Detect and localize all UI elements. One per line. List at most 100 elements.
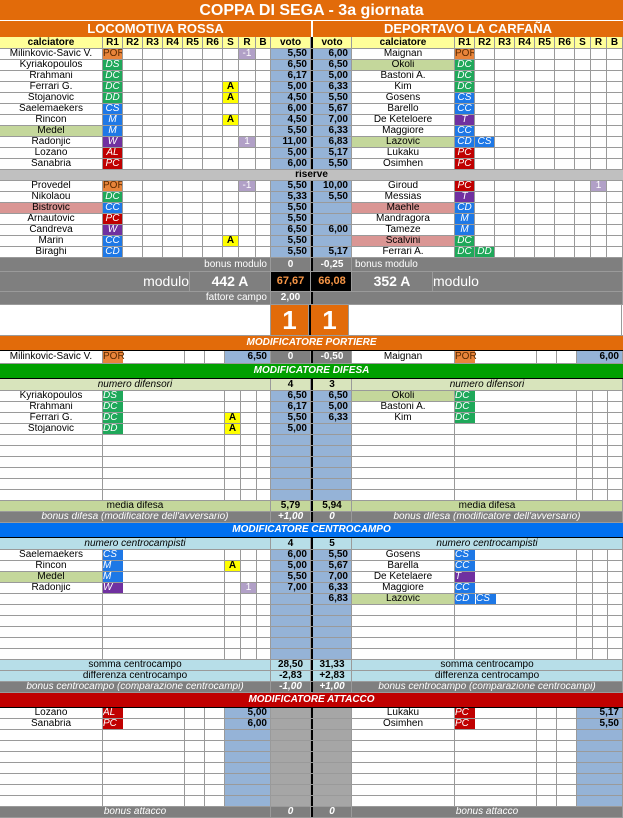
- player-name[interactable]: [352, 446, 455, 456]
- player-name[interactable]: [0, 752, 103, 762]
- player-name[interactable]: Bastoni A.: [352, 71, 455, 81]
- player-name[interactable]: Maignan: [352, 49, 455, 59]
- player-name[interactable]: Rincon: [0, 561, 103, 571]
- player-name[interactable]: [0, 627, 103, 637]
- player-name[interactable]: Saelemaekers: [0, 104, 103, 114]
- player-name[interactable]: [352, 638, 455, 648]
- player-name[interactable]: Candreva: [0, 225, 103, 235]
- player-name[interactable]: [352, 785, 455, 795]
- player-name[interactable]: Rrahmani: [0, 71, 103, 81]
- player-name[interactable]: Rrahmani: [0, 402, 103, 412]
- player-name[interactable]: Lazovic: [352, 594, 455, 604]
- player-name[interactable]: Maehle: [352, 203, 455, 213]
- player-name[interactable]: Gosens: [352, 550, 455, 560]
- player-name[interactable]: [352, 616, 455, 626]
- player-name[interactable]: Arnautovic: [0, 214, 103, 224]
- player-name[interactable]: Gosens: [352, 93, 455, 103]
- player-name[interactable]: Kim: [352, 82, 455, 92]
- player-name[interactable]: [0, 435, 103, 445]
- s-cell: [225, 649, 241, 659]
- player-name[interactable]: [0, 763, 103, 773]
- player-name[interactable]: Milinkovic-Savic V.: [0, 49, 103, 59]
- player-name[interactable]: De Ketelaere: [352, 572, 455, 582]
- player-name[interactable]: [0, 774, 103, 784]
- player-name[interactable]: Kyriakopoulos: [0, 60, 103, 70]
- player-name[interactable]: Radonjic: [0, 583, 103, 593]
- player-name[interactable]: Rincon: [0, 115, 103, 125]
- player-name[interactable]: Okoli: [352, 60, 455, 70]
- player-name[interactable]: [352, 730, 455, 740]
- player-name[interactable]: [352, 424, 455, 434]
- player-name[interactable]: Ferrari A.: [352, 247, 455, 257]
- player-name[interactable]: Barella: [352, 561, 455, 571]
- player-name[interactable]: [352, 479, 455, 489]
- player-name[interactable]: Medel: [0, 126, 103, 136]
- player-name[interactable]: [0, 796, 103, 806]
- player-name[interactable]: [352, 649, 455, 659]
- player-name[interactable]: Maggiore: [352, 126, 455, 136]
- player-name[interactable]: Biraghi: [0, 247, 103, 257]
- player-name[interactable]: [352, 752, 455, 762]
- s-cell: [575, 71, 591, 81]
- player-name[interactable]: [0, 741, 103, 751]
- player-name[interactable]: [0, 730, 103, 740]
- player-name[interactable]: [0, 594, 103, 604]
- player-name[interactable]: Lazovic: [352, 137, 455, 147]
- player-name[interactable]: Stojanovic: [0, 93, 103, 103]
- player-name[interactable]: [352, 774, 455, 784]
- player-name[interactable]: Lukaku: [352, 148, 455, 158]
- player-name[interactable]: Osimhen: [352, 719, 455, 729]
- player-name[interactable]: [0, 468, 103, 478]
- player-name[interactable]: [352, 468, 455, 478]
- player-name[interactable]: [0, 490, 103, 500]
- player-name[interactable]: Lozano: [0, 148, 103, 158]
- player-name[interactable]: Bastoni A.: [352, 402, 455, 412]
- player-name[interactable]: Giroud: [352, 181, 455, 191]
- player-name[interactable]: Bistrovic: [0, 203, 103, 213]
- player-name[interactable]: Milinkovic-Savic V.: [0, 351, 103, 363]
- player-name[interactable]: [352, 627, 455, 637]
- player-name[interactable]: [0, 649, 103, 659]
- player-name[interactable]: [0, 446, 103, 456]
- player-name[interactable]: [0, 457, 103, 467]
- player-name[interactable]: Medel: [0, 572, 103, 582]
- player-name[interactable]: Sanabria: [0, 719, 103, 729]
- player-name[interactable]: Scalvini: [352, 236, 455, 246]
- player-name[interactable]: Sanabria: [0, 159, 103, 169]
- player-name[interactable]: Radonjic: [0, 137, 103, 147]
- player-name[interactable]: [352, 605, 455, 615]
- player-name[interactable]: Stojanovic: [0, 424, 103, 434]
- player-name[interactable]: [0, 638, 103, 648]
- player-name[interactable]: Lozano: [0, 708, 103, 718]
- player-name[interactable]: Maggiore: [352, 583, 455, 593]
- player-name[interactable]: Ferrari G.: [0, 82, 103, 92]
- player-name[interactable]: Ferrari G.: [0, 413, 103, 423]
- player-name[interactable]: De Keteloere: [352, 115, 455, 125]
- player-name[interactable]: Provedel: [0, 181, 103, 191]
- player-name[interactable]: Barello: [352, 104, 455, 114]
- player-name[interactable]: [0, 605, 103, 615]
- player-name[interactable]: Lukaku: [352, 708, 455, 718]
- player-name[interactable]: Tameze: [352, 225, 455, 235]
- player-name[interactable]: [352, 435, 455, 445]
- player-name[interactable]: [352, 763, 455, 773]
- player-name[interactable]: [0, 785, 103, 795]
- player-name[interactable]: [352, 457, 455, 467]
- player-name[interactable]: [352, 796, 455, 806]
- player-name[interactable]: Osimhen: [352, 159, 455, 169]
- player-name[interactable]: [0, 479, 103, 489]
- player-name[interactable]: Kyriakopoulos: [0, 391, 103, 401]
- r-cell: [239, 225, 256, 235]
- player-name[interactable]: Messias: [352, 192, 455, 202]
- player-name[interactable]: [0, 616, 103, 626]
- player-name[interactable]: Kim: [352, 413, 455, 423]
- player-name[interactable]: [352, 741, 455, 751]
- player-name[interactable]: Mandragora: [352, 214, 455, 224]
- player-name[interactable]: Nikolaou: [0, 192, 103, 202]
- role-cell: [103, 468, 225, 478]
- player-name[interactable]: [352, 490, 455, 500]
- player-name[interactable]: Saelemaekers: [0, 550, 103, 560]
- player-name[interactable]: Marin: [0, 236, 103, 246]
- player-name[interactable]: Maignan: [352, 351, 455, 363]
- player-name[interactable]: Okoli: [352, 391, 455, 401]
